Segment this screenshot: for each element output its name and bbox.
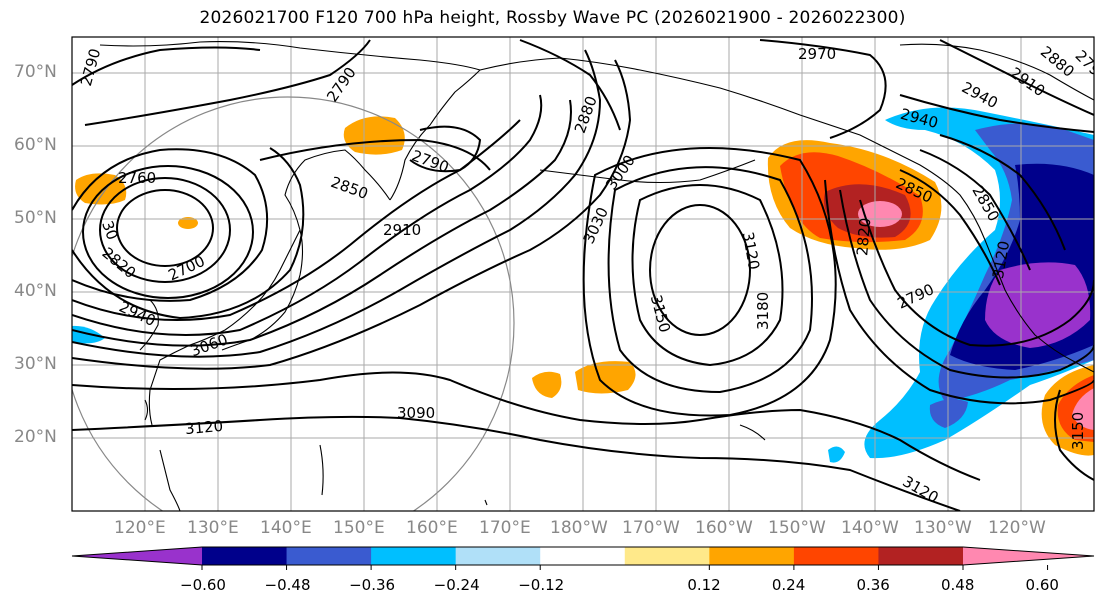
colorbar-bin bbox=[793, 547, 879, 565]
colorbar-bin bbox=[202, 547, 288, 565]
colorbar-bin bbox=[540, 547, 626, 565]
lon-label: 150°W bbox=[768, 518, 826, 538]
contour-label: 3150 bbox=[1069, 412, 1087, 450]
lon-label: 170°E bbox=[479, 518, 531, 538]
height-contours bbox=[72, 39, 1094, 511]
lon-label: 120°E bbox=[114, 518, 166, 538]
colorbar-tick-label: 0.48 bbox=[941, 576, 975, 594]
lon-label: 120°W bbox=[988, 518, 1046, 538]
lat-label: 20°N bbox=[14, 427, 57, 447]
colorbar-tick-label: 0.24 bbox=[771, 576, 806, 594]
colorbar-tick-label: 0.60 bbox=[1025, 576, 1059, 594]
contour-label: 2820 bbox=[853, 217, 874, 257]
colorbar-bin bbox=[709, 547, 795, 565]
lon-label: 160°E bbox=[406, 518, 458, 538]
lon-label: 180°W bbox=[550, 518, 608, 538]
lat-label: 60°N bbox=[14, 135, 57, 155]
lon-label: 130°W bbox=[914, 518, 972, 538]
colorbar-left-extension bbox=[72, 547, 202, 565]
lat-label: 70°N bbox=[14, 62, 57, 82]
lat-label: 30°N bbox=[14, 354, 57, 374]
contour-label: 3120 bbox=[184, 417, 224, 438]
colorbar-tick-label: −0.24 bbox=[433, 576, 480, 594]
lat-label: 40°N bbox=[14, 281, 57, 301]
colorbar-bin bbox=[878, 547, 964, 565]
colorbar-tick-label: 0.12 bbox=[687, 576, 721, 594]
lon-label: 150°E bbox=[333, 518, 385, 538]
colorbar-tick-label: −0.36 bbox=[349, 576, 396, 594]
colorbar-right-extension bbox=[963, 547, 1094, 565]
colorbar-bin bbox=[455, 547, 541, 565]
colorbar-tick-label: −0.60 bbox=[180, 576, 226, 594]
contour-label: 3090 bbox=[397, 404, 435, 422]
coastlines bbox=[99, 41, 1094, 511]
lon-label: 130°E bbox=[187, 518, 239, 538]
contour-label: 3180 bbox=[754, 292, 772, 330]
lat-label: 50°N bbox=[14, 208, 57, 228]
shading-layer bbox=[72, 107, 1094, 463]
reference-circle bbox=[72, 96, 515, 511]
lon-label: 170°W bbox=[622, 518, 680, 538]
map-frame bbox=[71, 36, 1095, 512]
lon-label: 140°E bbox=[260, 518, 312, 538]
lon-label: 140°W bbox=[841, 518, 899, 538]
lon-label: 160°W bbox=[695, 518, 753, 538]
colorbar-bin bbox=[371, 547, 457, 565]
graticule bbox=[72, 37, 1094, 511]
contour-label: 2760 bbox=[118, 169, 156, 187]
colorbar-bin bbox=[286, 547, 372, 565]
contour-label: 2970 bbox=[798, 45, 836, 63]
map-title: 2026021700 F120 700 hPa height, Rossby W… bbox=[199, 8, 906, 28]
colorbar-tick-label: −0.12 bbox=[518, 576, 565, 594]
contour-label: 2910 bbox=[383, 221, 421, 239]
colorbar-tick-label: −0.48 bbox=[264, 576, 311, 594]
colorbar-bin bbox=[624, 547, 710, 565]
colorbar bbox=[71, 546, 1095, 570]
contour-label: 30 bbox=[98, 218, 121, 242]
colorbar-tick-label: 0.36 bbox=[856, 576, 890, 594]
